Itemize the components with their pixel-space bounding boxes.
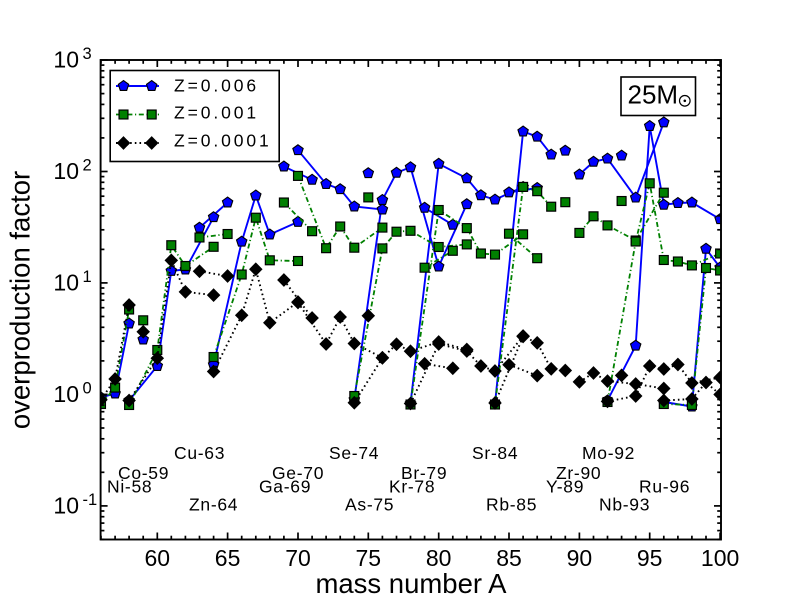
svg-text:-1: -1 — [83, 491, 98, 509]
svg-text:Kr-78: Kr-78 — [389, 477, 435, 497]
svg-text:10: 10 — [53, 269, 79, 295]
svg-text:Zr-90: Zr-90 — [556, 463, 601, 483]
svg-text:Ni-58: Ni-58 — [107, 477, 152, 497]
svg-text:0: 0 — [83, 379, 92, 397]
svg-text:Zn-64: Zn-64 — [189, 495, 238, 515]
svg-text:10: 10 — [53, 381, 79, 407]
svg-text:As-75: As-75 — [345, 495, 394, 515]
svg-text:80: 80 — [426, 545, 452, 571]
svg-text:1: 1 — [83, 268, 92, 286]
svg-text:Ru-96: Ru-96 — [639, 477, 690, 497]
svg-text:25M: 25M — [628, 80, 679, 110]
svg-text:Se-74: Se-74 — [329, 443, 379, 463]
svg-text:mass number A: mass number A — [315, 568, 507, 599]
svg-text:Z=0.001: Z=0.001 — [174, 102, 259, 122]
svg-text:60: 60 — [145, 545, 171, 571]
svg-text:Y-89: Y-89 — [546, 477, 584, 497]
svg-text:Nb-93: Nb-93 — [599, 495, 650, 515]
svg-text:2: 2 — [83, 157, 92, 175]
svg-text:10: 10 — [53, 47, 79, 73]
svg-text:Br-79: Br-79 — [401, 463, 447, 483]
svg-text:Cu-63: Cu-63 — [174, 443, 225, 463]
svg-text:Z=0.0001: Z=0.0001 — [174, 131, 272, 151]
svg-text:Mo-92: Mo-92 — [582, 443, 635, 463]
svg-text:100: 100 — [701, 545, 739, 571]
svg-text:95: 95 — [637, 545, 663, 571]
svg-text:70: 70 — [285, 545, 311, 571]
svg-text:Sr-84: Sr-84 — [472, 443, 518, 463]
svg-text:Ga-69: Ga-69 — [259, 477, 311, 497]
svg-text:65: 65 — [215, 545, 241, 571]
svg-text:85: 85 — [496, 545, 522, 571]
svg-text:Rb-85: Rb-85 — [486, 495, 537, 515]
svg-text:Ge-70: Ge-70 — [272, 463, 324, 483]
svg-text:90: 90 — [567, 545, 593, 571]
svg-text:10: 10 — [53, 158, 79, 184]
svg-text:3: 3 — [83, 45, 92, 63]
svg-text:overproduction factor: overproduction factor — [5, 171, 36, 429]
svg-text:10: 10 — [53, 492, 79, 518]
svg-text:75: 75 — [356, 545, 382, 571]
svg-text:Z=0.006: Z=0.006 — [174, 76, 259, 96]
svg-text:Co-59: Co-59 — [118, 463, 169, 483]
